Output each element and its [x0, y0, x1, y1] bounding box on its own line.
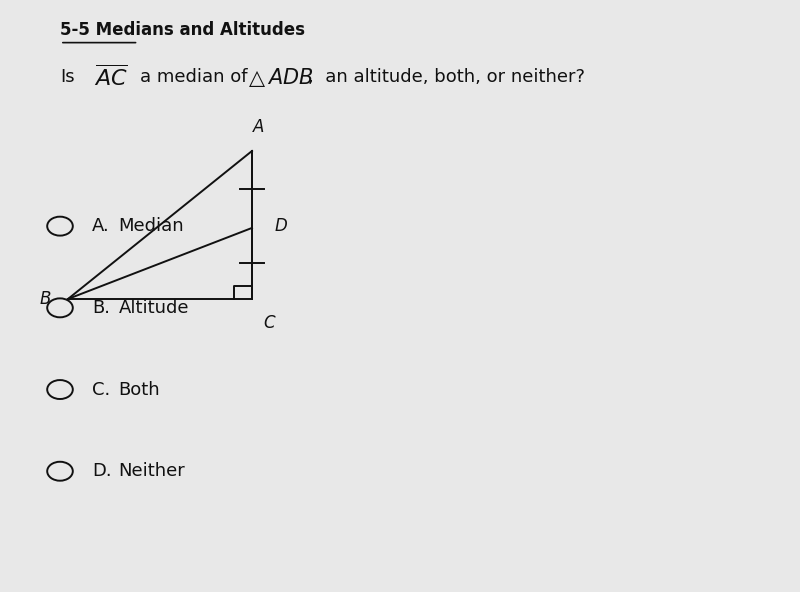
- Text: Both: Both: [118, 381, 160, 398]
- Text: Median: Median: [118, 217, 184, 235]
- Text: A: A: [253, 118, 264, 136]
- Text: B.: B.: [92, 299, 110, 317]
- Text: ,  an altitude, both, or neither?: , an altitude, both, or neither?: [308, 68, 585, 86]
- Text: $\triangle \mathit{ADB}$: $\triangle \mathit{ADB}$: [244, 66, 314, 89]
- Text: 5-5 Medians and Altitudes: 5-5 Medians and Altitudes: [60, 21, 305, 38]
- Text: Is: Is: [60, 68, 74, 86]
- Text: $\overline{AC}$: $\overline{AC}$: [94, 65, 128, 91]
- Text: C: C: [264, 314, 275, 332]
- Text: B: B: [40, 290, 51, 308]
- Text: C.: C.: [92, 381, 110, 398]
- Text: a median of: a median of: [140, 68, 247, 86]
- Text: A.: A.: [92, 217, 110, 235]
- Text: D.: D.: [92, 462, 112, 480]
- Text: Neither: Neither: [118, 462, 185, 480]
- Text: Altitude: Altitude: [118, 299, 189, 317]
- Text: D: D: [274, 217, 287, 235]
